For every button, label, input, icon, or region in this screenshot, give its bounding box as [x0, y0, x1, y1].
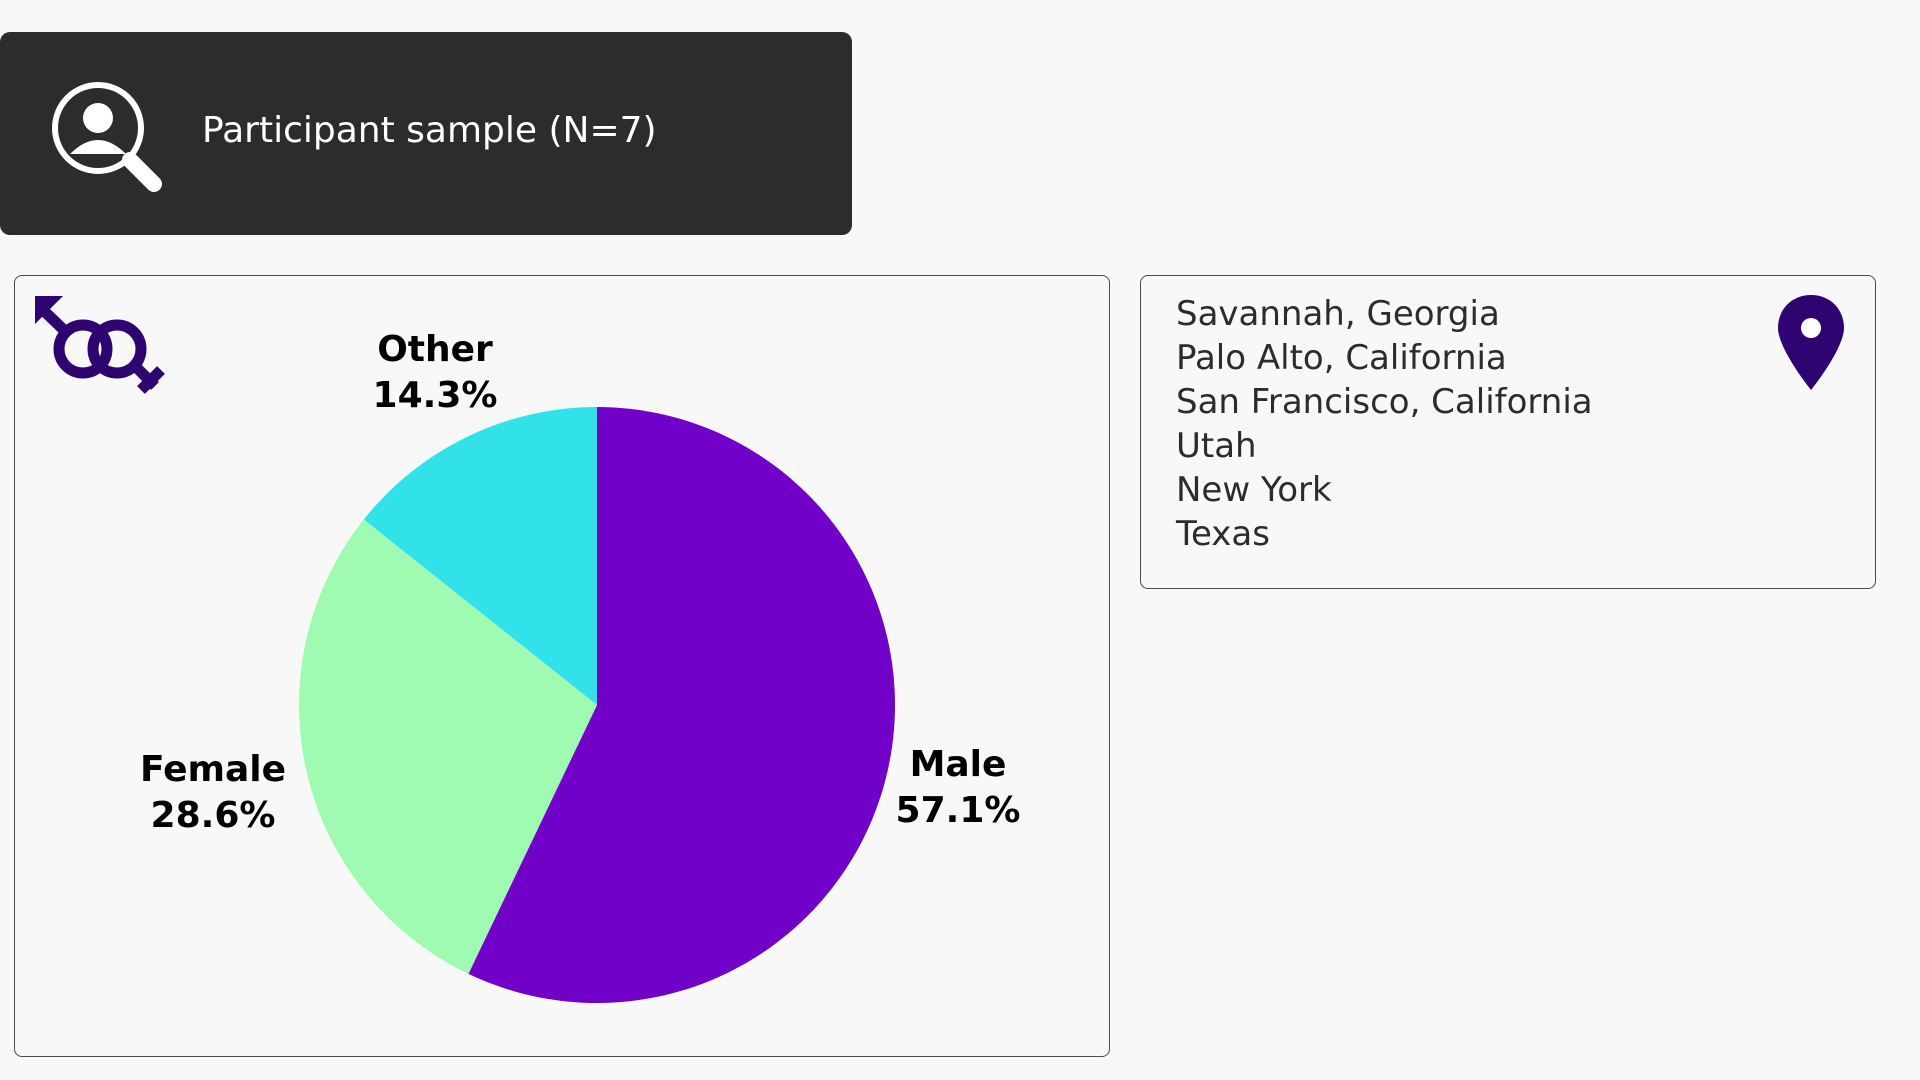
user-search-icon [52, 82, 162, 192]
pie-slice-other [363, 407, 597, 705]
list-item: New York [1176, 470, 1332, 510]
list-item: Utah [1176, 426, 1257, 466]
list-item: Palo Alto, California [1176, 338, 1507, 378]
slice-value-other: 14.3% [373, 375, 498, 416]
list-item: Savannah, Georgia [1176, 294, 1500, 334]
slice-label-female: Female [140, 749, 286, 790]
page-title: Participant sample (N=7) [202, 110, 657, 151]
list-item: San Francisco, California [1176, 382, 1593, 422]
header-banner: Participant sample (N=7) [0, 32, 852, 235]
slice-label-other: Other [377, 329, 493, 370]
location-card: Savannah, Georgia Palo Alto, California … [1140, 275, 1876, 589]
pie-slice-male [468, 407, 895, 1003]
location-list: Savannah, Georgia Palo Alto, California … [1176, 292, 1593, 556]
gender-pie-chart: Male 57.1% Female 28.6% Other 14.3% [140, 329, 1021, 1003]
slice-label-male: Male [910, 744, 1007, 785]
slice-value-male: 57.1% [896, 790, 1021, 831]
gender-chart-card: Male 57.1% Female 28.6% Other 14.3% [14, 275, 1110, 1057]
map-pin-icon [1778, 295, 1844, 390]
slice-value-female: 28.6% [151, 795, 276, 836]
gender-symbols-icon [35, 296, 165, 394]
list-item: Texas [1176, 514, 1270, 554]
pie-slice-female [299, 519, 597, 974]
